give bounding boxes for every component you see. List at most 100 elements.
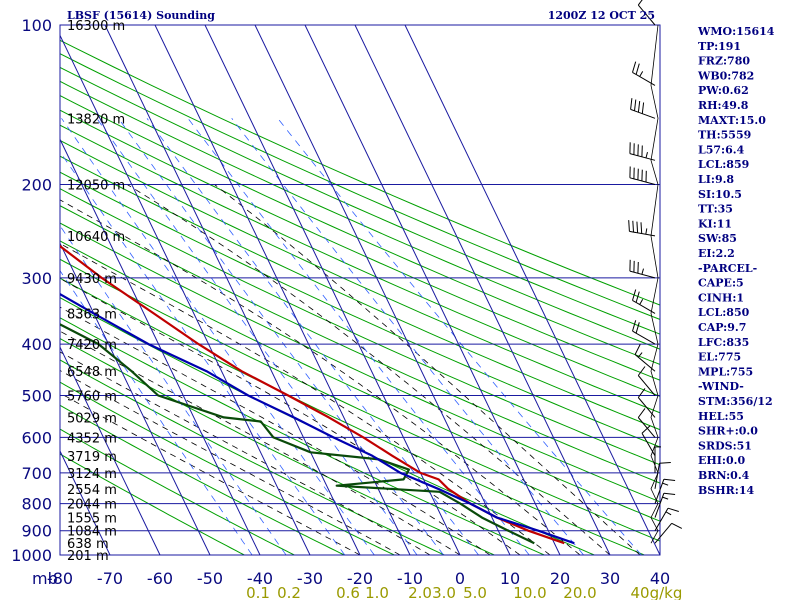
dry-adiabat-line [60,109,660,381]
wind-barb-half-flag [645,151,648,159]
dry-adiabat-line [60,80,660,350]
isobars [59,24,661,556]
wind-barb-flag [628,220,630,232]
wind-barb-flag [635,322,640,334]
mixing-ratio-line [146,118,479,555]
index-line: TH:5559 [698,129,751,142]
height-label: 9430 m [67,272,117,287]
index-line: LCL:850 [698,306,750,319]
index-line: MAXT:15.0 [698,114,766,127]
height-label: 8363 m [67,307,117,322]
height-label: 2044 m [67,498,117,513]
pressure-tick-label: 800 [21,495,52,514]
isotherm-line [304,25,561,555]
wind-barb-flag [637,101,641,113]
wind-barb-staff [654,522,673,544]
wind-barb-flag [637,388,646,398]
index-line: BSHR:14 [698,484,754,497]
wind-barb-half-flag [662,496,669,500]
wind-barb-flag [637,408,646,418]
height-label: 13820 m [67,112,125,127]
height-label: 3124 m [67,467,117,482]
wind-barb-half-flag [641,268,644,275]
dry-adiabat-line [60,277,645,555]
dry-adiabat-line [60,39,660,306]
index-line: FRZ:780 [698,55,750,68]
wind-profile-line [650,24,659,544]
height-label: 7420 m [67,338,117,353]
height-label: 1555 m [67,512,117,527]
mixing-ratio-line [60,151,346,555]
index-line: EI:2.2 [698,247,735,260]
index-line: TP:191 [698,40,741,53]
mixing-ratio-label: 0.2 [277,584,301,600]
isotherm-line [104,25,361,555]
wind-barb-flag [632,220,634,233]
isotherm-line [354,25,611,555]
index-line: TT:35 [698,203,733,216]
dry-adiabat-line [60,222,660,503]
pressure-tick-label: 900 [21,522,52,541]
wind-barb-staff [637,4,656,26]
height-label: 1084 m [67,525,117,540]
index-line: SHR+:0.0 [698,425,758,438]
height-label: 10640 m [67,230,125,245]
height-label: 16300 m [67,19,125,34]
parcel-line [60,292,575,545]
wind-barb-flag [637,366,646,376]
index-line: LFC:835 [698,336,749,349]
index-line: EL:775 [698,351,741,364]
wind-barb-staff [654,463,660,489]
wind-barb-flag [634,99,637,111]
height-label: 5760 m [67,390,117,405]
mixing-ratio-label: 10.0 [513,584,546,600]
dry-adiabat-line [60,188,660,466]
moist-adiabat-line [214,184,641,555]
pressure-tick-label: 500 [21,387,52,406]
dry-adiabat-line [60,338,495,555]
height-label: 638 m [67,537,109,552]
index-line: HEL:55 [698,410,744,423]
index-line: CAP:9.7 [698,321,746,334]
wind-barb-half-flag [665,511,672,516]
isotherm-line [60,449,111,555]
dry-adiabat-line [60,317,545,555]
wind-barb-half-flag [639,71,644,77]
temperature-tick-label: -30 [297,569,323,588]
height-label: 3719 m [67,450,117,465]
index-line: MPL:755 [698,365,753,378]
temperature-tick-label: -20 [347,569,373,588]
isotherm-line [60,34,311,555]
index-line: SW:85 [698,232,737,245]
index-line: SI:10.5 [698,188,742,201]
wind-barb-flag [671,522,683,529]
dry-adiabat-line [60,404,345,555]
pressure-tick-label: 700 [21,464,52,483]
pressure-tick-label: 300 [21,269,52,288]
wind-barbs [628,0,683,544]
wind-barb-flag [663,492,676,495]
wind-barb-flag [632,61,637,73]
temperature-tick-label: -70 [97,569,123,588]
index-line: -PARCEL- [698,262,757,275]
index-line: BRN:0.4 [698,469,750,482]
dry-adiabat-line [60,124,660,397]
moist-adiabat-line [126,184,611,555]
index-line: LI:9.8 [698,173,734,186]
index-line: -WIND- [698,380,744,393]
wind-barb-flag [641,102,645,114]
temperature-tick-label: -10 [397,569,423,588]
index-line: PW:0.62 [698,84,749,97]
mixing-ratio-label: 0.6 [336,584,360,600]
index-line: CINH:1 [698,291,744,304]
wind-barb-flag [640,222,643,234]
height-label: 6548 m [67,365,117,380]
mixing-ratio-label: g/kg [650,584,683,600]
index-line: SRDS:51 [698,439,752,452]
dry-adiabat-line [60,95,660,366]
wind-barb-staff [629,177,656,185]
wind-barb-flag [663,478,676,481]
